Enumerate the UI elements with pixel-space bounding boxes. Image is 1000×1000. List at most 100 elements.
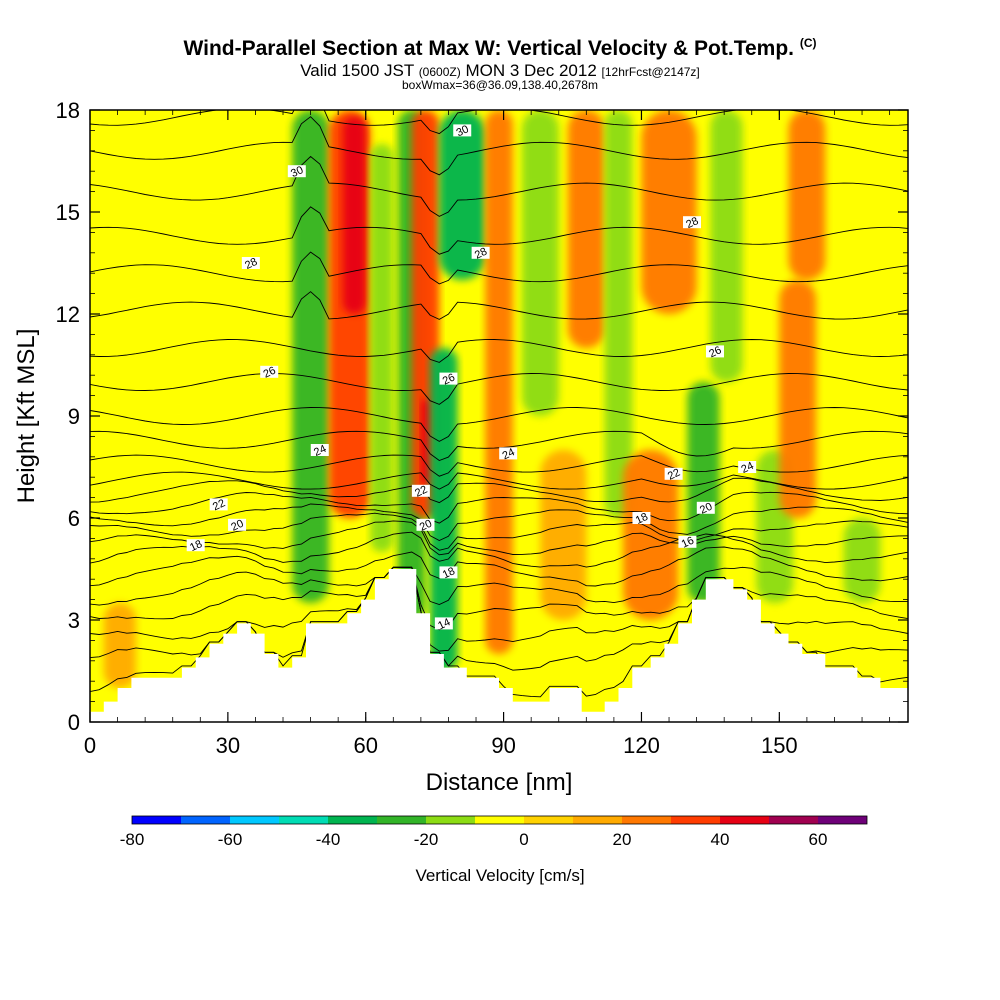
vv-feature bbox=[788, 110, 826, 280]
theta-contour-line bbox=[90, 373, 908, 405]
colorbar-tick-label: 40 bbox=[711, 830, 730, 849]
colorbar-swatch bbox=[524, 816, 573, 824]
theta-contour-line bbox=[90, 206, 908, 255]
colorbar-tick-label: -80 bbox=[120, 830, 145, 849]
theta-contour-line bbox=[90, 339, 908, 363]
theta-contour-line bbox=[90, 491, 908, 524]
theta-label: 18 bbox=[441, 565, 457, 581]
theta-label: 20 bbox=[418, 518, 434, 534]
vv-feature bbox=[540, 450, 587, 620]
vv-feature bbox=[342, 116, 366, 314]
theta-label-bg bbox=[471, 246, 490, 259]
colorbar-swatch bbox=[377, 816, 426, 824]
theta-label: 28 bbox=[473, 246, 489, 262]
theta-contour-line bbox=[90, 566, 908, 631]
theta-label-bg bbox=[434, 617, 453, 630]
theta-contour-line bbox=[90, 155, 908, 217]
theta-label-bg bbox=[632, 512, 651, 524]
theta-label-bg bbox=[696, 501, 715, 514]
y-tick-label: 12 bbox=[56, 302, 80, 327]
chart-subtitle: Valid 1500 JST (0600Z) MON 3 Dec 2012 [1… bbox=[300, 61, 700, 80]
theta-label: 14 bbox=[436, 616, 452, 632]
colorbar-tick-label: 0 bbox=[519, 830, 528, 849]
colorbar-label: Vertical Velocity [cm/s] bbox=[415, 866, 584, 885]
colorbar-tick-label: 20 bbox=[613, 830, 632, 849]
theta-label: 26 bbox=[262, 365, 278, 381]
vv-feature bbox=[430, 348, 458, 671]
colorbar-swatch bbox=[475, 816, 524, 824]
vv-feature bbox=[623, 450, 679, 620]
theta-label: 28 bbox=[684, 215, 700, 231]
theta-contour-line bbox=[90, 512, 908, 551]
theta-label-bg bbox=[287, 165, 306, 178]
colorbar-swatch bbox=[622, 816, 671, 824]
y-tick-label: 15 bbox=[56, 200, 80, 225]
colorbar-swatch bbox=[181, 816, 230, 824]
theta-label: 24 bbox=[312, 443, 328, 459]
theta-contour-line bbox=[90, 566, 908, 652]
y-axis-label: Height [Kft MSL] bbox=[13, 329, 40, 504]
theta-label-bg bbox=[738, 461, 757, 473]
theta-label: 20 bbox=[698, 501, 714, 517]
theta-label: 26 bbox=[707, 344, 723, 360]
theta-label: 30 bbox=[455, 123, 471, 139]
theta-contour-line bbox=[90, 116, 908, 176]
theta-label-bg bbox=[439, 372, 458, 385]
copyright-mark: (C) bbox=[799, 36, 817, 50]
theta-label: 18 bbox=[634, 511, 650, 527]
vv-feature bbox=[710, 110, 743, 382]
theta-label-bg bbox=[260, 365, 279, 378]
colorbar-swatch bbox=[720, 816, 769, 824]
theta-label: 24 bbox=[739, 460, 755, 476]
theta-label-bg bbox=[439, 566, 458, 579]
chart-title: Wind-Parallel Section at Max W: Vertical… bbox=[183, 36, 817, 60]
theta-label-bg bbox=[678, 535, 697, 548]
theta-label-bg bbox=[186, 539, 205, 552]
colorbar-tick-label: 60 bbox=[809, 830, 828, 849]
x-tick-label: 0 bbox=[84, 733, 96, 758]
theta-contour-line bbox=[90, 471, 908, 490]
terrain-profile bbox=[90, 569, 908, 722]
theta-contour-line bbox=[90, 531, 908, 568]
theta-label: 22 bbox=[666, 467, 682, 483]
theta-contour-line bbox=[90, 454, 908, 477]
vv-feature bbox=[604, 110, 633, 518]
colorbar-swatch bbox=[132, 816, 181, 824]
y-tick-label: 3 bbox=[68, 608, 80, 633]
theta-label-bg bbox=[310, 444, 329, 456]
x-tick-label: 120 bbox=[623, 733, 660, 758]
colorbar-swatch bbox=[279, 816, 328, 824]
colorbar-swatch bbox=[230, 816, 279, 824]
theta-label-bg bbox=[209, 498, 228, 511]
colorbar-swatch bbox=[769, 816, 818, 824]
theta-contour-line bbox=[90, 503, 908, 542]
colorbar-swatch bbox=[328, 816, 377, 824]
theta-label: 18 bbox=[188, 538, 204, 554]
theta-label-bg bbox=[453, 124, 472, 137]
vv-feature bbox=[521, 110, 559, 416]
x-tick-label: 60 bbox=[353, 733, 377, 758]
y-tick-label: 0 bbox=[68, 710, 80, 735]
theta-label: 20 bbox=[229, 518, 245, 534]
theta-label-bg bbox=[705, 345, 724, 358]
theta-label-bg bbox=[241, 257, 260, 269]
theta-contour-line bbox=[90, 520, 908, 556]
theta-label-bg bbox=[416, 518, 435, 531]
vv-feature bbox=[439, 110, 486, 280]
theta-contour-line bbox=[90, 546, 908, 587]
theta-label: 26 bbox=[441, 371, 457, 387]
x-tick-label: 30 bbox=[216, 733, 240, 758]
y-tick-label: 18 bbox=[56, 98, 80, 123]
x-tick-label: 90 bbox=[491, 733, 515, 758]
theta-label: 28 bbox=[243, 256, 259, 272]
y-tick-label: 9 bbox=[68, 404, 80, 429]
vv-feature bbox=[641, 110, 697, 314]
colorbar-frame bbox=[131, 815, 868, 825]
theta-label-bg bbox=[228, 518, 247, 531]
colorbar-swatch bbox=[818, 816, 867, 824]
colorbar-swatch bbox=[573, 816, 622, 824]
vv-feature bbox=[370, 144, 394, 552]
y-tick-label: 6 bbox=[68, 506, 80, 531]
vv-feature bbox=[485, 110, 513, 654]
colorbar-tick-label: -60 bbox=[218, 830, 243, 849]
